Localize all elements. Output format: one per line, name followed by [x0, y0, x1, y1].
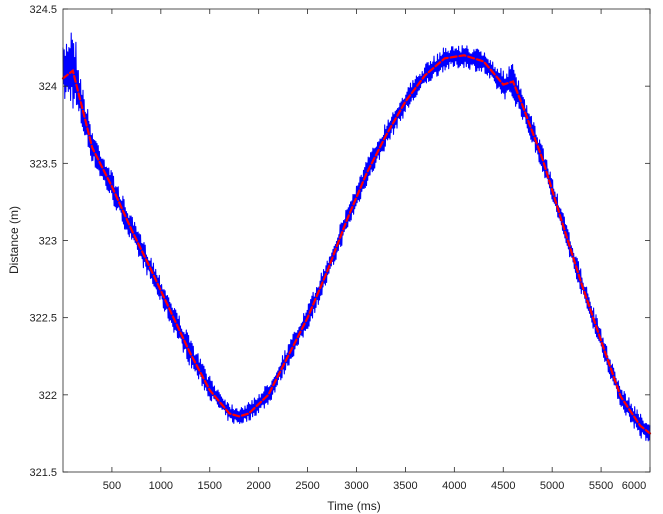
x-tick-label: 2500 — [295, 480, 319, 492]
y-tick-label: 321.5 — [29, 467, 57, 479]
y-tick-label: 323 — [39, 236, 57, 248]
x-tick-label: 3500 — [393, 480, 417, 492]
x-axis-ticks: 500 1000 1500 2000 2500 3000 3500 4000 4500 5000 5… — [103, 9, 651, 492]
y-tick-label: 322.5 — [29, 313, 57, 325]
plot-background — [63, 9, 650, 472]
y-axis-ticks: 321.5 322 322.5 323 323.5 324 324.5 — [29, 4, 650, 479]
x-tick-label: 1000 — [149, 480, 173, 492]
x-tick-label: 4500 — [491, 480, 515, 492]
x-axis-label: Time (ms) — [327, 499, 381, 513]
x-tick-label: 500 — [103, 480, 121, 492]
plot-area — [61, 8, 652, 473]
x-tick-label: 4000 — [442, 480, 466, 492]
y-tick-label: 322 — [39, 390, 57, 402]
x-tick-label: 5500 — [589, 480, 613, 492]
x-tick-label: 5000 — [540, 480, 564, 492]
x-tick-label: 1500 — [198, 480, 222, 492]
y-tick-label: 324.5 — [29, 4, 57, 16]
x-tick-label: 3000 — [344, 480, 368, 492]
y-axis-label: Distance (m) — [7, 206, 21, 274]
x-tick-label: 6000 — [622, 480, 646, 492]
y-tick-label: 324 — [39, 81, 57, 93]
x-tick-label: 2000 — [246, 480, 270, 492]
series-smoothed-line — [61, 54, 652, 435]
y-tick-label: 323.5 — [29, 158, 57, 170]
